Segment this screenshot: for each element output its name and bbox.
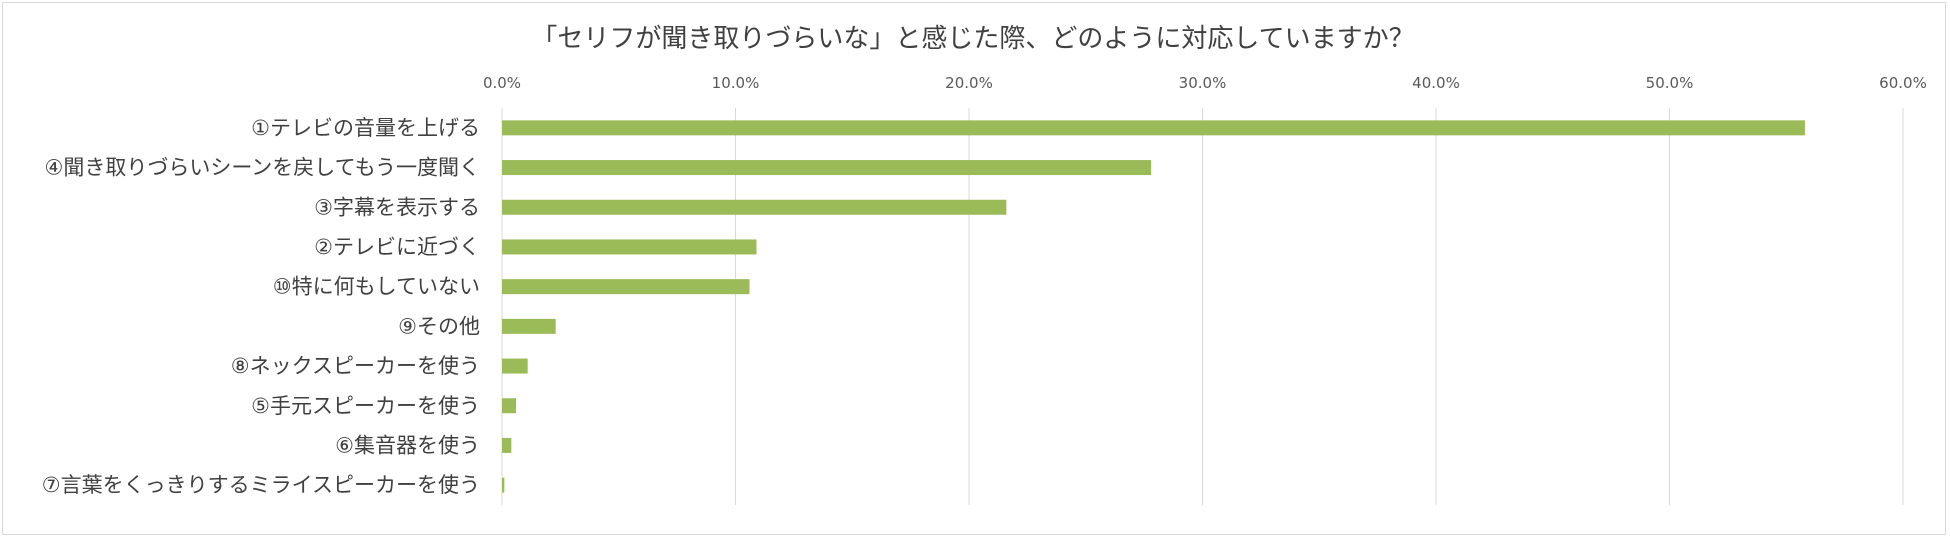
bar — [502, 398, 517, 414]
category-labels: ①テレビの音量を上げる ④聞き取りづらいシーンを戻してもう一度聞く ③字幕を表示する… — [42, 116, 480, 497]
category-label: ②テレビに近づく — [314, 235, 480, 259]
bar — [502, 437, 512, 453]
category-label: ⑥集音器を使う — [335, 433, 480, 457]
category-label: ③字幕を表示する — [314, 195, 480, 219]
bar — [502, 279, 750, 295]
category-label: ⑧ネックスピーカーを使う — [231, 354, 480, 378]
x-tick-label: 10.0% — [712, 74, 760, 92]
x-tick-label: 50.0% — [1646, 74, 1694, 92]
x-tick-label: 40.0% — [1412, 74, 1460, 92]
bar — [502, 199, 1007, 215]
bars — [502, 120, 1805, 493]
category-label: ⑦言葉をくっきりするミライスピーカーを使う — [42, 473, 480, 497]
x-tick-label: 30.0% — [1179, 74, 1227, 92]
bar — [502, 318, 556, 334]
category-label: ①テレビの音量を上げる — [251, 116, 480, 140]
chart-title: 「セリフが聞き取りづらいな」と感じた際、どのように対応していますか？ — [531, 24, 1415, 54]
category-label: ⑩特に何もしていない — [273, 275, 480, 299]
bar — [502, 120, 1805, 136]
bar — [502, 239, 757, 255]
category-label: ④聞き取りづらいシーンを戻してもう一度聞く — [45, 156, 480, 180]
bar — [502, 358, 528, 374]
x-axis-tick-labels: 0.0% 10.0% 20.0% 30.0% 40.0% 50.0% 60.0% — [483, 74, 1927, 92]
x-tick-label: 0.0% — [483, 74, 521, 92]
bar — [502, 477, 505, 493]
x-tick-label: 20.0% — [945, 74, 993, 92]
category-label: ⑨その他 — [398, 314, 480, 338]
category-label: ⑤手元スピーカーを使う — [251, 394, 480, 418]
x-tick-label: 60.0% — [1879, 74, 1927, 92]
bar — [502, 160, 1152, 176]
